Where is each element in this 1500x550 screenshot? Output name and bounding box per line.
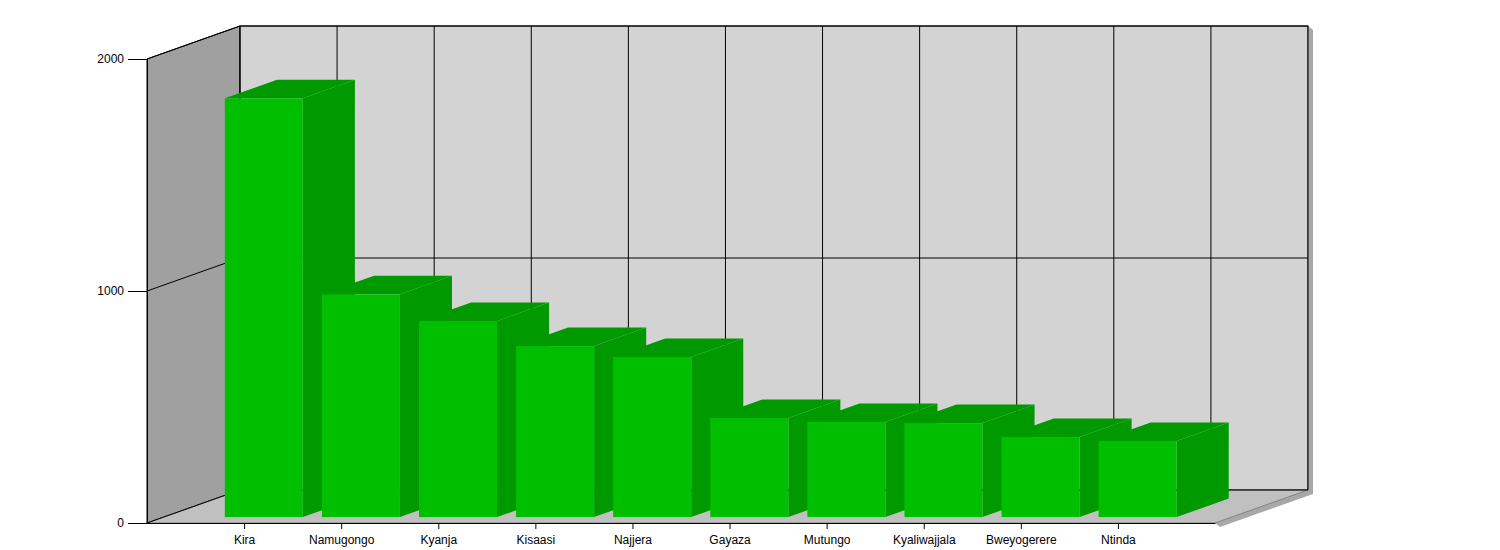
- bar-top: [1099, 422, 1229, 440]
- y-tick-mark: [128, 523, 147, 524]
- wall-shadow: [1215, 26, 1313, 527]
- x-tick: Gayaza: [709, 523, 751, 547]
- bar: [904, 423, 982, 517]
- x-tick-mark: [438, 523, 439, 529]
- x-tick-mark: [341, 523, 342, 529]
- x-tick: Ntinda: [1101, 523, 1136, 547]
- bar: [225, 98, 303, 517]
- bar-top: [225, 80, 355, 98]
- x-tick-label: Bweyogerere: [986, 533, 1057, 547]
- bar: [1099, 441, 1177, 517]
- x-tick-mark: [632, 523, 633, 529]
- x-tick-mark: [924, 523, 925, 529]
- bar: [419, 321, 497, 517]
- bars: [225, 80, 1229, 517]
- bar-top: [322, 276, 452, 294]
- x-tick: Kyanja: [420, 523, 457, 547]
- y-tick: 2000: [97, 52, 147, 66]
- grid-line: [240, 26, 1308, 27]
- x-tick-label: Kisaasi: [517, 533, 556, 547]
- x-axis-line: [148, 523, 1216, 524]
- grid-line: [240, 258, 1308, 259]
- y-axis-line: [147, 60, 148, 524]
- x-tick-label: Kyanja: [420, 533, 457, 547]
- x-tick-label: Najjera: [614, 533, 652, 547]
- bar: [613, 357, 691, 517]
- bar-top: [1002, 419, 1132, 437]
- bar-top: [904, 405, 1034, 423]
- x-tick-mark: [244, 523, 245, 529]
- y-tick-label: 0: [117, 516, 124, 530]
- bar-top: [419, 303, 549, 321]
- bar-group: [1099, 422, 1229, 517]
- x-tick: Mutungo: [804, 523, 851, 547]
- y-axis: 0 1000 2000: [97, 52, 147, 530]
- x-tick-mark: [1118, 523, 1119, 529]
- bar: [710, 418, 788, 517]
- grid-line-side: [147, 26, 240, 59]
- y-tick: 0: [117, 516, 147, 530]
- y-tick-mark: [128, 291, 147, 292]
- x-tick-mark: [827, 523, 828, 529]
- bar-top: [710, 400, 840, 418]
- x-axis: Kira Namugongo Kyanja Kisaasi Najjera Gayaza M…: [148, 523, 1216, 547]
- grid-line-vertical: [1210, 26, 1211, 490]
- grid-line-vertical: [1308, 26, 1309, 490]
- x-tick-label: Namugongo: [309, 533, 375, 547]
- x-tick: Najjera: [614, 523, 652, 547]
- x-tick-label: Mutungo: [804, 533, 851, 547]
- bar: [322, 294, 400, 517]
- x-tick: Kisaasi: [517, 523, 556, 547]
- x-tick-label: Kira: [234, 533, 256, 547]
- x-tick: Kyaliwajjala: [893, 523, 956, 547]
- x-tick: Kira: [234, 523, 256, 547]
- x-tick: Bweyogerere: [986, 523, 1057, 547]
- x-tick-label: Gayaza: [709, 533, 751, 547]
- y-tick-label: 2000: [97, 52, 124, 66]
- x-tick-mark: [730, 523, 731, 529]
- y-tick-label: 1000: [97, 284, 124, 298]
- bar-top: [516, 328, 646, 346]
- chart: 0 1000 2000 Kira Namugongo Kyanja Kisaasi Najje…: [0, 0, 1500, 550]
- x-tick-label: Ntinda: [1101, 533, 1136, 547]
- y-tick: 1000: [97, 284, 147, 298]
- x-tick-mark: [535, 523, 536, 529]
- bar: [516, 346, 594, 517]
- x-tick-mark: [1021, 523, 1022, 529]
- x-tick-label: Kyaliwajjala: [893, 533, 956, 547]
- grid: [147, 26, 1308, 523]
- bar-top: [613, 339, 743, 357]
- y-tick-mark: [128, 59, 147, 60]
- bar: [1002, 437, 1080, 517]
- bar: [807, 422, 885, 517]
- x-tick: Namugongo: [309, 523, 375, 547]
